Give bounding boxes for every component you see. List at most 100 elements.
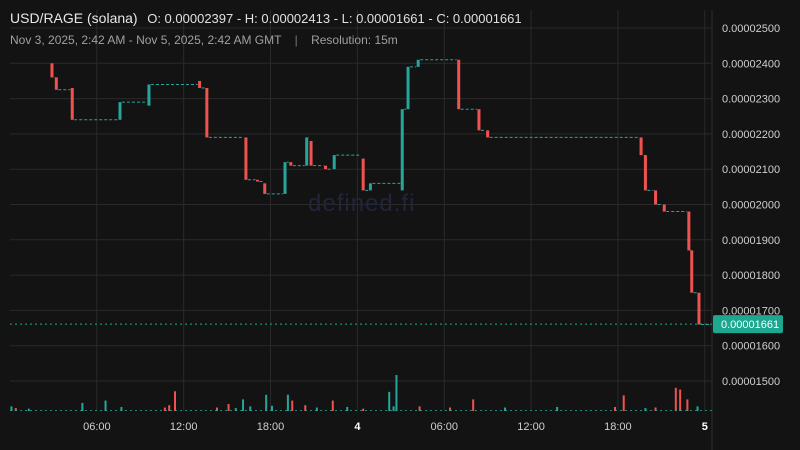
- candle: [697, 292, 701, 325]
- y-tick-label: 0.00002500: [722, 23, 780, 35]
- candle: [263, 183, 267, 194]
- volume-bar: [234, 408, 237, 411]
- volume-bar: [14, 408, 17, 411]
- candle: [205, 88, 209, 138]
- volume-bar: [174, 391, 177, 411]
- candle: [416, 59, 420, 67]
- volume-bar: [242, 399, 245, 411]
- volume-bar: [81, 402, 84, 411]
- volume-bar: [504, 407, 507, 411]
- candle: [643, 155, 647, 191]
- candle: [406, 66, 410, 110]
- x-tick-label: 18:00: [257, 421, 285, 433]
- candle: [457, 59, 461, 110]
- candle: [332, 155, 336, 170]
- candle: [147, 84, 151, 106]
- candle: [690, 250, 694, 293]
- candle: [256, 179, 260, 182]
- price-axis[interactable]: 0.00002500 0.00002400 0.00002300 0.00002200…: [722, 23, 780, 388]
- candle: [486, 130, 490, 138]
- volume-bar: [614, 406, 617, 411]
- y-tick-label: 0.00002400: [722, 58, 780, 70]
- chart-grid: [10, 10, 713, 450]
- volume-bar: [304, 405, 307, 411]
- volume-bar: [388, 391, 391, 411]
- candle: [361, 158, 365, 191]
- x-tick-label: 06:00: [430, 421, 458, 433]
- x-tick-label: 06:00: [83, 421, 111, 433]
- candle: [324, 165, 328, 170]
- watermark: defined.fi: [308, 190, 416, 217]
- volume-bar: [622, 395, 625, 411]
- volume-bar: [331, 400, 334, 411]
- volume-bar: [265, 394, 268, 411]
- candle: [70, 88, 74, 120]
- y-tick-label: 0.00001900: [722, 235, 780, 247]
- x-tick-label: 4: [354, 421, 361, 433]
- candle: [654, 190, 658, 205]
- candle: [309, 140, 313, 166]
- chart-subheader: Nov 3, 2025, 2:42 AM - Nov 5, 2025, 2:42…: [10, 33, 398, 47]
- candle: [244, 137, 248, 180]
- volume-bar: [215, 407, 218, 411]
- y-tick-label: 0.00001500: [722, 376, 780, 388]
- chart-header: USD/RAGE (solana) O: 0.00002397 - H: 0.0…: [10, 10, 522, 26]
- ohlc-readout: O: 0.00002397 - H: 0.00002413 - L: 0.000…: [147, 11, 522, 26]
- candle: [50, 63, 54, 78]
- time-axis[interactable]: 06:00 12:00 18:00 4 06:00 12:00 18:00 5: [83, 421, 708, 433]
- separator: |: [294, 33, 298, 47]
- x-tick-label: 12:00: [170, 421, 198, 433]
- volume-bar: [679, 389, 682, 411]
- x-tick-label: 5: [702, 421, 708, 433]
- candle: [400, 109, 404, 191]
- candle: [639, 137, 643, 156]
- pair-symbol[interactable]: USD/RAGE (solana): [10, 10, 138, 26]
- volume-bar: [168, 405, 171, 411]
- volume-bar: [654, 407, 657, 411]
- volume-bar: [449, 407, 452, 411]
- candle: [118, 102, 122, 120]
- y-tick-label: 0.00001600: [722, 341, 780, 353]
- y-tick-label: 0.00002100: [722, 164, 780, 176]
- last-price-badge: 0.00001661: [713, 315, 783, 334]
- volume-bar: [27, 408, 30, 411]
- volume-bar: [362, 408, 365, 411]
- volume-bar: [10, 406, 13, 411]
- candle: [289, 162, 293, 166]
- volume-bar: [315, 407, 318, 411]
- volume-bar: [644, 408, 647, 411]
- x-tick-label: 18:00: [604, 421, 632, 433]
- candlesticks: [50, 59, 710, 326]
- volume-bar: [395, 375, 398, 411]
- y-tick-label: 0.00002200: [722, 129, 780, 141]
- y-tick-label: 0.00002300: [722, 94, 780, 106]
- last-price-badge-bg: [713, 315, 783, 334]
- volume-bar: [120, 406, 123, 411]
- y-tick-label: 0.00002000: [722, 200, 780, 212]
- volume-bar: [418, 406, 421, 411]
- candle: [477, 109, 481, 131]
- candle: [368, 183, 372, 191]
- volume-bar: [686, 399, 689, 411]
- volume-bar: [104, 400, 107, 411]
- candle: [687, 211, 691, 251]
- volume-bar: [392, 406, 395, 411]
- y-tick-label: 0.00001700: [722, 305, 780, 317]
- candle: [283, 162, 287, 194]
- volume-bar: [346, 406, 349, 411]
- candle: [662, 204, 666, 212]
- last-price-label: 0.00001661: [721, 319, 779, 331]
- volume-bar: [291, 400, 294, 411]
- volume-bar: [696, 406, 699, 411]
- volume-bar: [674, 387, 677, 411]
- candle: [198, 80, 202, 89]
- volume-bar: [270, 405, 273, 411]
- volume-bar: [472, 399, 475, 411]
- volume-bar: [227, 404, 230, 411]
- volume-bar: [163, 407, 166, 411]
- volume-bar: [286, 394, 289, 411]
- resolution-label[interactable]: Resolution: 15m: [311, 33, 398, 47]
- volume-bars: [10, 375, 712, 411]
- volume-bar: [556, 406, 559, 411]
